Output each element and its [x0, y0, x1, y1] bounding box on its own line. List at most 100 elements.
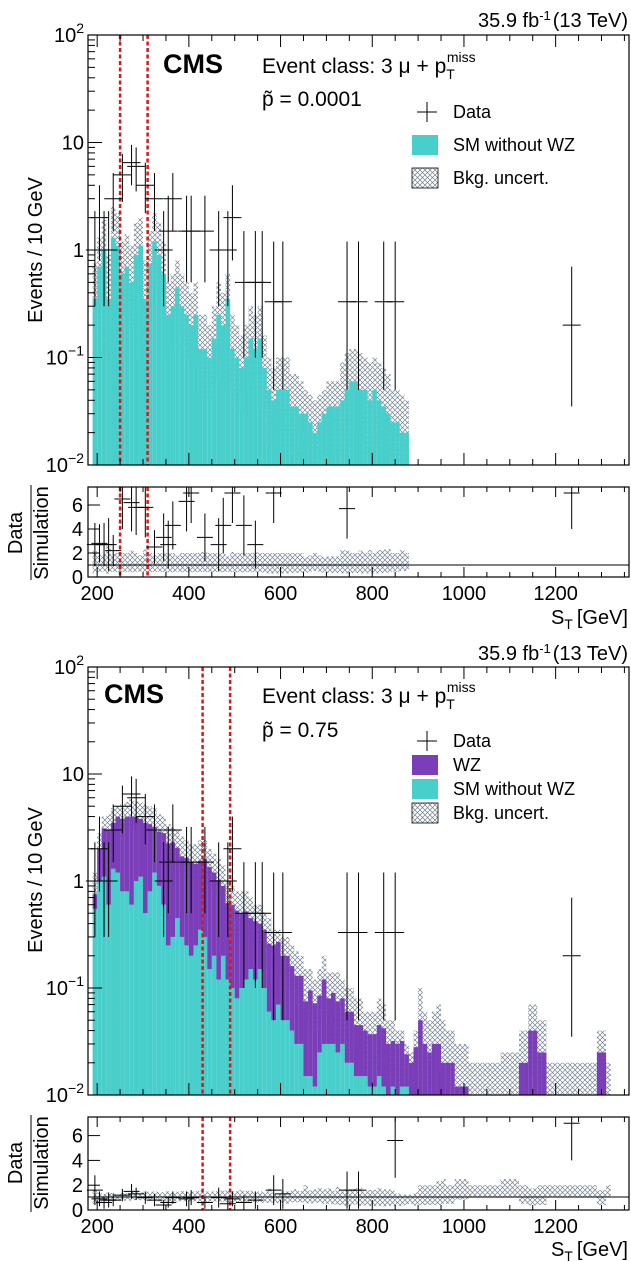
sm-bar	[138, 245, 144, 465]
data-points	[85, 776, 581, 1037]
sm-bar	[170, 306, 176, 465]
y-tick-label: 10−2	[46, 450, 84, 477]
ratio-uncertainty-bar	[390, 1190, 396, 1207]
sm-bar	[92, 299, 98, 465]
sm-bar	[129, 904, 134, 1095]
ratio-uncertainty-bar	[353, 1187, 359, 1205]
x-tick-label: 1200	[533, 583, 578, 605]
data-point	[122, 144, 141, 186]
wz-bar	[518, 1062, 524, 1095]
wz-bar	[340, 998, 345, 1044]
x-tick-label: 800	[356, 583, 389, 605]
sm-bar	[404, 1086, 409, 1095]
wz-bar	[129, 816, 134, 905]
ratio-uncertainty-bar	[514, 1179, 519, 1198]
sm-bar	[101, 250, 107, 465]
uncertainty-bar	[505, 1052, 510, 1095]
ratio-point	[146, 530, 163, 564]
uncertainty-bar	[220, 865, 226, 905]
sm-bar	[298, 413, 304, 465]
ratio-uncertainty-bar	[569, 1185, 574, 1198]
sm-bar	[308, 422, 313, 465]
ratio-uncertainty-bar	[211, 553, 217, 573]
ratio-data-points	[86, 1117, 580, 1210]
sm-bar	[280, 389, 286, 465]
sm-bar	[188, 325, 194, 465]
wz-bar	[294, 975, 299, 1044]
sm-bar	[404, 432, 409, 465]
legend-swatch-wz	[412, 755, 438, 775]
ratio-uncertainty-bar	[592, 1185, 597, 1198]
data-point	[104, 804, 123, 863]
ratio-y-tick-label: 4	[72, 519, 83, 541]
ratio-uncertainty-bar	[523, 1185, 529, 1204]
ratio-uncertainty-bar	[381, 1189, 387, 1207]
sm-bar	[330, 406, 336, 465]
ratio-point	[128, 487, 145, 535]
ratio-uncertainty-bar	[441, 1179, 446, 1204]
data-point	[223, 816, 242, 892]
sm-bar	[184, 945, 189, 1095]
ratio-uncertainty-bar	[436, 1181, 442, 1206]
uncertainty-bar	[573, 1062, 579, 1095]
ratio-uncertainty-bar	[147, 553, 153, 573]
sm-bar	[220, 325, 226, 465]
ratio-point	[91, 524, 108, 563]
ratio-y-tick-label: 0	[72, 1200, 83, 1222]
ratio-point	[210, 518, 227, 571]
uncertainty-bar	[587, 1062, 593, 1095]
ratio-point	[178, 487, 195, 532]
wz-bar	[413, 1047, 419, 1095]
ratio-point	[164, 501, 181, 550]
ratio-uncertainty-bar	[289, 553, 295, 573]
ratio-region-lines	[118, 487, 149, 577]
wz-bar	[436, 1043, 442, 1095]
wz-bar	[170, 842, 176, 937]
uncertainty-bar	[546, 1062, 552, 1095]
sm-bar	[225, 979, 231, 1095]
wz-bar	[601, 1052, 607, 1095]
wz-bar	[596, 1052, 602, 1095]
sm-bar	[143, 299, 148, 465]
ratio-uncertainty-bar	[120, 553, 125, 572]
wz-bar	[285, 955, 290, 1021]
sm-bar	[202, 936, 208, 1095]
sm-bar	[271, 1020, 276, 1095]
sm-bar	[321, 413, 327, 465]
data-point	[136, 794, 155, 845]
sm-bar	[239, 367, 244, 465]
uncertainty-bar	[555, 1062, 561, 1095]
wz-bar	[454, 1086, 460, 1095]
legend-swatch-uncert	[411, 802, 439, 824]
ratio-frame	[87, 486, 630, 578]
sm-bar	[179, 936, 185, 1095]
sm-without-wz-layer	[92, 868, 409, 1095]
sm-bar	[202, 348, 208, 465]
wz-bar	[445, 1062, 451, 1095]
sm-bar	[248, 969, 254, 1095]
sm-bar	[386, 413, 391, 465]
ratio-uncertainty-bar	[326, 1188, 331, 1204]
legend: Data SM without WZ Bkg. uncert.	[411, 102, 575, 189]
ratio-point	[123, 1183, 140, 1199]
ratio-uncertainty-bar	[198, 1190, 203, 1202]
wz-bar	[143, 822, 148, 914]
ratio-region-lines	[201, 1117, 232, 1210]
ratio-point	[387, 1117, 404, 1178]
ratio-point	[164, 1191, 181, 1204]
sm-bar	[147, 891, 153, 1095]
x-tick-label: 200	[80, 1216, 113, 1238]
sm-bar	[175, 287, 180, 465]
sm-bar	[193, 314, 199, 465]
bottom-main-plot: 10−2 10−1 1 10 102	[46, 652, 625, 1107]
ratio-uncertainty-bar	[225, 1190, 231, 1202]
sm-bar	[184, 314, 189, 465]
ratio-uncertainty-bar	[376, 550, 382, 574]
sm-bar	[298, 1043, 304, 1095]
sm-bar	[326, 406, 331, 465]
ratio-uncertainty-bar	[445, 1185, 451, 1204]
sm-bar	[262, 988, 267, 1095]
wz-bar	[523, 1062, 529, 1095]
